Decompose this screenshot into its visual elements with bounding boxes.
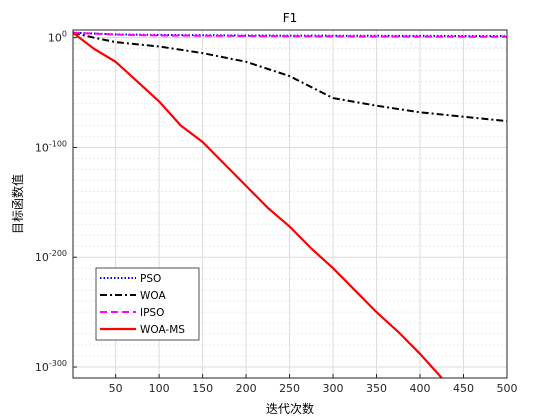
x-tick-label: 50: [109, 382, 123, 395]
series-line-woa-ms: [73, 31, 443, 378]
series-line-woa: [73, 31, 507, 123]
chart-title: F1: [283, 11, 298, 25]
legend-label-pso: PSO: [140, 273, 161, 285]
x-tick-label: 400: [410, 382, 431, 395]
y-tick-label: 10-100: [35, 139, 67, 154]
series-line-ipso: [73, 31, 507, 38]
series-group: [73, 31, 507, 378]
legend-label-ipso: IPSO: [140, 307, 164, 319]
x-tick-label: 250: [279, 382, 300, 395]
x-tick-label: 200: [236, 382, 257, 395]
x-tick-label: 300: [323, 382, 344, 395]
y-axis-label: 目标函数值: [10, 174, 25, 234]
legend-label-woa-ms: WOA-MS: [140, 324, 185, 336]
x-tick-label: 450: [453, 382, 474, 395]
y-ticks: 100 10-100 10-200 10-300: [35, 30, 77, 374]
legend: PSO WOA IPSO WOA-MS: [95, 267, 200, 341]
x-tick-label: 150: [192, 382, 213, 395]
x-tick-label: 350: [366, 382, 387, 395]
x-tick-label: 500: [497, 382, 518, 395]
y-tick-label: 10-200: [35, 249, 67, 264]
y-tick-label: 10-300: [35, 359, 67, 374]
x-axis-label: 迭代次数: [266, 401, 314, 416]
legend-label-woa: WOA: [140, 290, 166, 302]
y-tick-label: 100: [48, 30, 67, 45]
x-tick-label: 100: [149, 382, 170, 395]
x-ticks: 50 100 150 200 250 300 350 400 450 500: [109, 374, 518, 395]
